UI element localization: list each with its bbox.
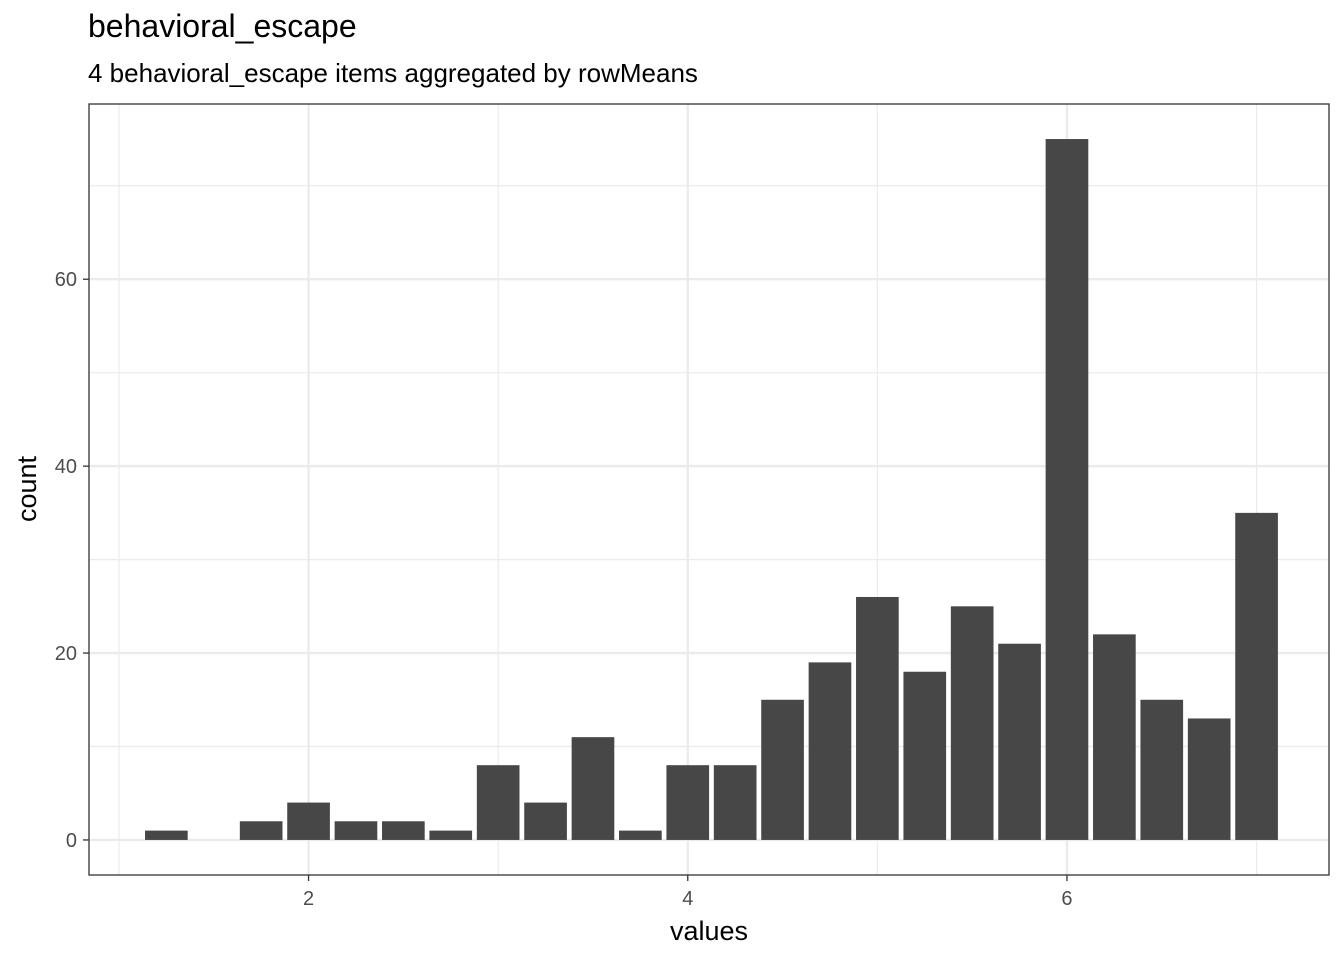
- chart-title: behavioral_escape: [88, 8, 357, 44]
- bar: [1093, 634, 1136, 840]
- bar: [1045, 139, 1089, 840]
- y-axis-title: count: [12, 455, 42, 522]
- bar: [382, 821, 425, 840]
- bar: [903, 671, 947, 840]
- y-tick-label: 0: [66, 830, 77, 852]
- bar: [524, 802, 567, 840]
- bar: [856, 596, 899, 840]
- bar: [1140, 699, 1184, 840]
- x-tick-label: 2: [303, 888, 314, 910]
- bar: [808, 662, 852, 840]
- y-tick-label: 60: [55, 269, 77, 291]
- plot-border: [88, 103, 1330, 876]
- bar: [666, 765, 710, 840]
- x-tick-label: 4: [682, 888, 693, 910]
- bar: [429, 830, 473, 840]
- bar: [571, 737, 615, 840]
- y-axis-ticks: 0 20 40 60: [55, 269, 89, 852]
- bar: [239, 821, 283, 840]
- bar: [145, 830, 188, 840]
- x-axis-title: values: [670, 916, 748, 946]
- bar: [476, 765, 520, 840]
- y-tick-label: 20: [55, 643, 77, 665]
- bar: [1235, 512, 1278, 840]
- x-tick-label: 6: [1061, 888, 1072, 910]
- bar: [1187, 718, 1231, 840]
- bar: [619, 830, 662, 840]
- bar: [713, 765, 757, 840]
- bar: [334, 821, 378, 840]
- y-tick-label: 40: [55, 456, 77, 478]
- bar: [998, 643, 1041, 840]
- bars: [145, 139, 1278, 840]
- bar: [287, 802, 330, 840]
- bar: [761, 699, 804, 840]
- chart-subtitle: 4 behavioral_escape items aggregated by …: [88, 58, 698, 88]
- bar: [950, 606, 994, 840]
- x-axis-ticks: 2 4 6: [303, 875, 1073, 910]
